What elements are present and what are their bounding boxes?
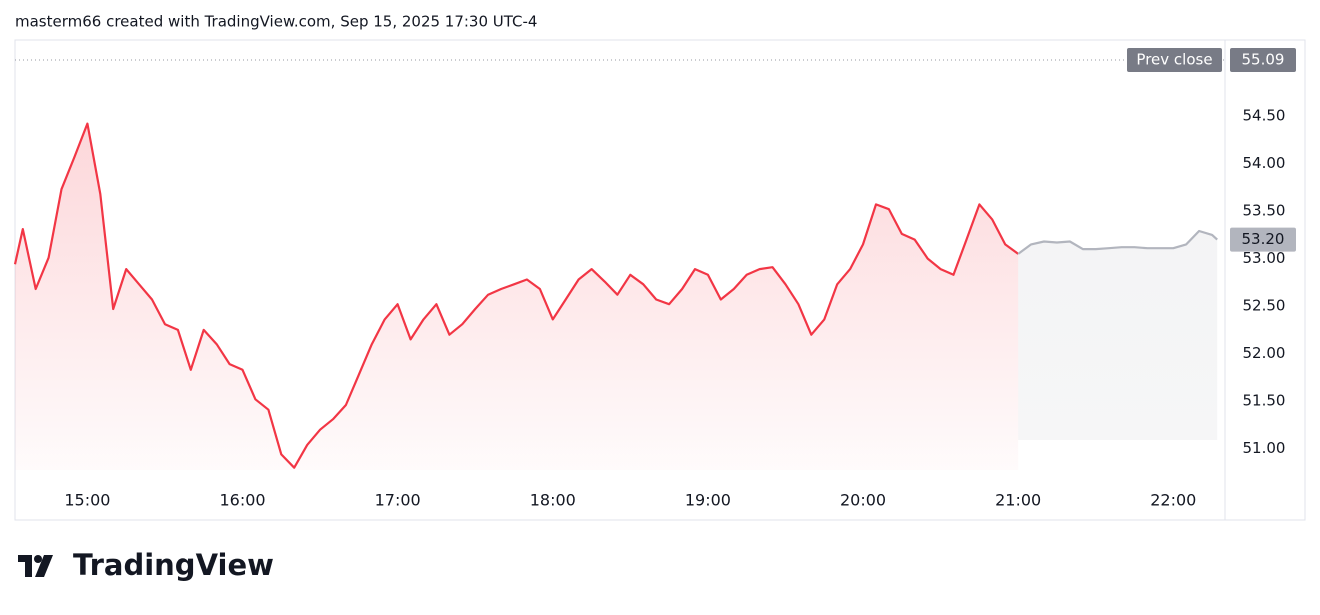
last-price-badge bbox=[1230, 227, 1296, 252]
x-tick-label: 20:00 bbox=[840, 491, 886, 510]
y-tick-label: 53.50 bbox=[1243, 202, 1286, 220]
x-tick-label: 17:00 bbox=[375, 491, 421, 510]
y-tick-label: 51.50 bbox=[1243, 392, 1286, 410]
plot-area bbox=[13, 122, 1218, 470]
area-fill bbox=[1018, 231, 1218, 440]
chart-title: masterm66 created with TradingView.com, … bbox=[15, 13, 537, 31]
last-price-label: 53.20 bbox=[1242, 230, 1285, 248]
area-fill bbox=[15, 123, 1019, 470]
prev-close-value: 55.09 bbox=[1242, 50, 1285, 68]
x-tick-label: 15:00 bbox=[64, 491, 110, 510]
watermark: TradingView bbox=[73, 548, 274, 582]
logo: TradingView bbox=[18, 548, 274, 582]
y-tick-label: 53.00 bbox=[1243, 249, 1286, 267]
logo-icon bbox=[34, 555, 42, 563]
price-line bbox=[1017, 229, 1218, 255]
prev-close-badge bbox=[1127, 47, 1222, 72]
y-tick-label: 52.00 bbox=[1243, 344, 1286, 362]
x-tick-label: 22:00 bbox=[1150, 491, 1196, 510]
y-tick-label: 52.50 bbox=[1243, 297, 1286, 315]
y-tick-label: 54.50 bbox=[1243, 107, 1286, 125]
price-line bbox=[13, 122, 1019, 469]
x-tick-label: 19:00 bbox=[685, 491, 731, 510]
x-tick-label: 18:00 bbox=[530, 491, 576, 510]
logo-icon bbox=[18, 555, 32, 577]
y-tick-label: 51.00 bbox=[1243, 439, 1286, 457]
x-tick-label: 16:00 bbox=[219, 491, 265, 510]
y-tick-label: 54.00 bbox=[1243, 154, 1286, 172]
x-tick-label: 21:00 bbox=[995, 491, 1041, 510]
prev-close-value-badge bbox=[1230, 47, 1296, 72]
logo-icon bbox=[35, 555, 53, 577]
prev-close-label: Prev close bbox=[1136, 50, 1212, 68]
